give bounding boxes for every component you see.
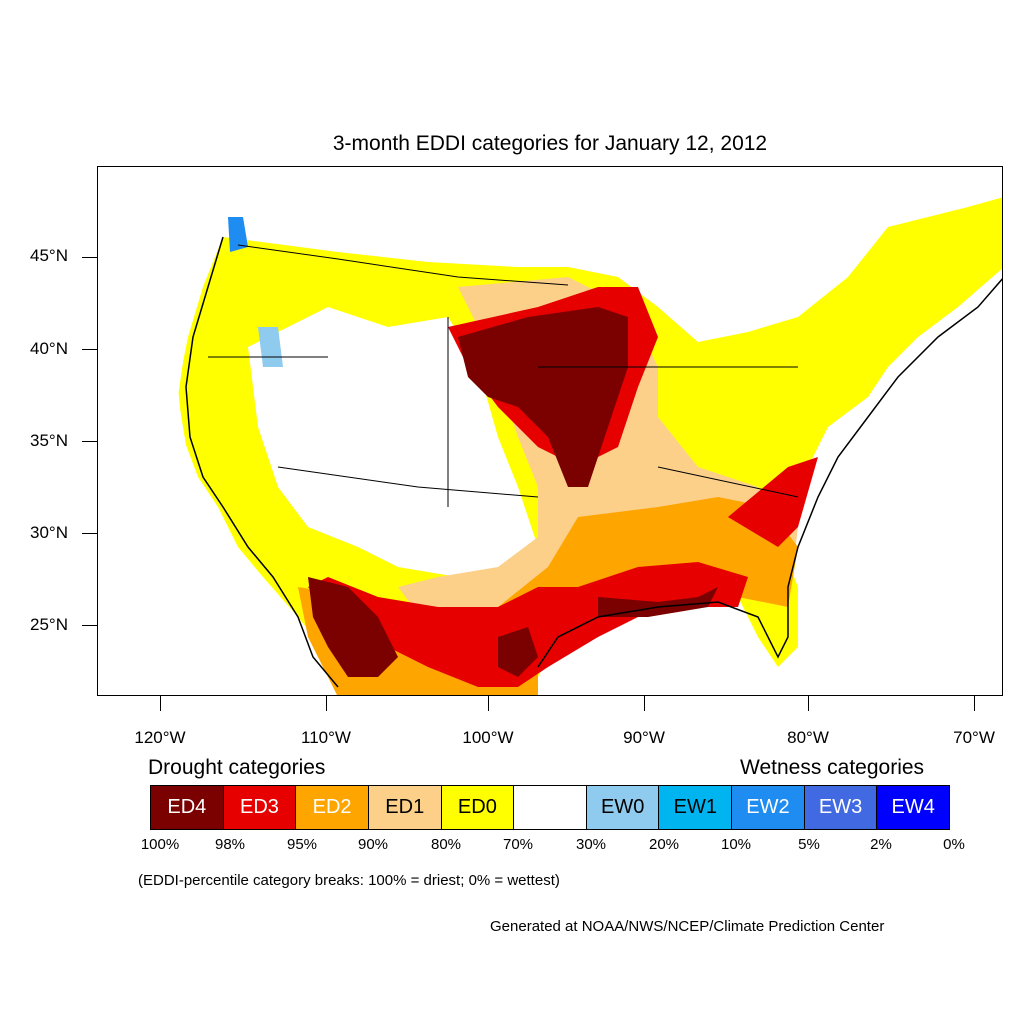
lat-tick	[82, 349, 97, 350]
drought-categories-title: Drought categories	[148, 756, 326, 779]
legend-box-ed0: ED0	[441, 786, 515, 829]
lon-tick	[808, 696, 809, 711]
coastline	[185, 236, 1002, 688]
legend-box-ew0: EW0	[586, 786, 660, 829]
break-label: 30%	[575, 836, 607, 853]
break-label: 0%	[943, 836, 965, 853]
category-breaks-note: (EDDI-percentile category breaks: 100% =…	[138, 872, 560, 889]
legend-box-ew2: EW2	[732, 786, 805, 829]
lat-tick	[82, 257, 97, 258]
ed4-texas-coast	[498, 627, 538, 677]
break-label: 10%	[720, 836, 752, 853]
break-label: 2%	[870, 836, 892, 853]
break-label: 100%	[140, 836, 180, 853]
atlantic-ocean	[798, 278, 1002, 695]
legend-box-ed4: ED4	[151, 786, 224, 829]
break-label: 20%	[648, 836, 680, 853]
lon-label-100w: 100°W	[462, 728, 514, 747]
legend-box-ew3: EW3	[804, 786, 878, 829]
us-border-lines	[208, 244, 799, 507]
ed4-gulf	[598, 587, 718, 617]
ed4-mexico	[308, 577, 398, 677]
lat-label-30n: 30°N	[30, 523, 68, 542]
legend-box-neutral	[514, 786, 587, 829]
credit-text: Generated at NOAA/NWS/NCEP/Climate Predi…	[490, 918, 885, 935]
category-color-bar: ED4 ED3 ED2 ED1 ED0 EW0 EW1 EW2 EW3 EW4	[150, 785, 950, 830]
break-label: 95%	[286, 836, 318, 853]
lat-tick	[82, 441, 97, 442]
legend-box-ew1: EW1	[659, 786, 733, 829]
break-label: 80%	[430, 836, 462, 853]
legend-box-ed2: ED2	[296, 786, 369, 829]
lon-tick	[326, 696, 327, 711]
eddi-map-canvas	[98, 167, 1002, 695]
lon-label-80w: 80°W	[787, 728, 829, 747]
lon-label-70w: 70°W	[953, 728, 995, 747]
break-label: 90%	[357, 836, 389, 853]
lon-label-110w: 110°W	[301, 728, 351, 747]
ed4-core-plains	[458, 307, 628, 487]
ed3-south	[308, 562, 748, 687]
lat-tick	[82, 533, 97, 534]
ed3-southeast	[728, 457, 818, 547]
break-label: 70%	[502, 836, 534, 853]
legend-box-ed3: ED3	[223, 786, 297, 829]
lon-label-90w: 90°W	[623, 728, 665, 747]
legend-box-ed1: ED1	[368, 786, 442, 829]
lat-label-25n: 25°N	[30, 615, 68, 634]
break-label: 98%	[214, 836, 246, 853]
wetness-categories-title: Wetness categories	[740, 756, 925, 779]
lat-label-35n: 35°N	[30, 431, 68, 450]
ew2-washington	[228, 217, 248, 252]
canada-top	[98, 167, 1002, 247]
lon-label-120w: 120°W	[134, 728, 186, 747]
lon-tick	[160, 696, 161, 711]
lat-tick	[82, 625, 97, 626]
lat-label-40n: 40°N	[30, 339, 68, 358]
map-title: 3-month EDDI categories for January 12, …	[332, 132, 768, 155]
lon-tick	[974, 696, 975, 711]
eddi-map	[97, 166, 1003, 696]
legend-box-ew4: EW4	[877, 786, 950, 829]
break-label: 5%	[798, 836, 820, 853]
pacific-ocean	[98, 167, 297, 695]
lon-tick	[488, 696, 489, 711]
interior-west-white	[248, 307, 538, 577]
lon-tick	[644, 696, 645, 711]
lat-label-45n: 45°N	[30, 246, 68, 265]
